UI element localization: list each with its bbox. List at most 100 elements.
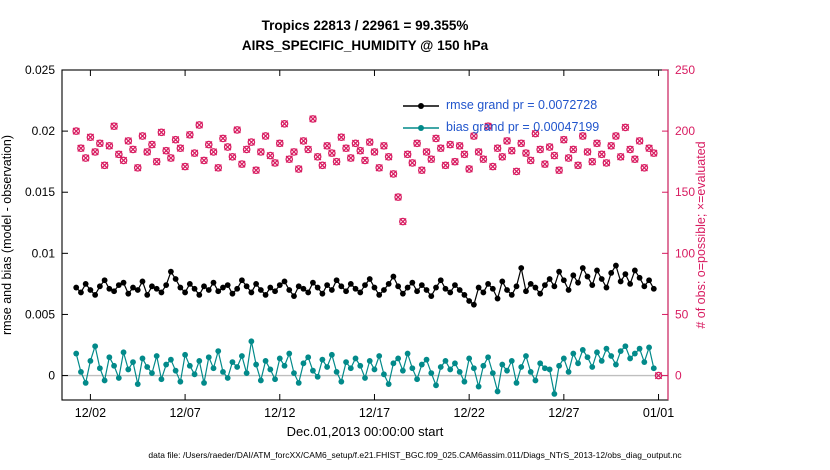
bias-marker (537, 360, 544, 367)
evaluated-obs-marker (403, 150, 412, 158)
rmse-marker (617, 278, 624, 285)
bias-marker (115, 375, 122, 381)
possible-obs-marker (261, 132, 270, 140)
rmse-marker (314, 284, 321, 291)
bias-series (73, 338, 657, 397)
possible-obs-marker (233, 126, 241, 134)
evaluated-obs-marker (522, 149, 530, 157)
bias-marker (120, 349, 127, 356)
bias-marker (546, 366, 553, 373)
bias-marker (485, 354, 491, 361)
bias-marker (347, 365, 354, 372)
bias-marker (333, 368, 340, 375)
evaluated-obs-marker (167, 154, 175, 162)
evaluated-obs-marker (385, 153, 393, 161)
bias-marker (134, 381, 141, 388)
evaluated-obs-marker (536, 145, 544, 154)
rmse-marker (191, 285, 198, 292)
possible-obs-marker (100, 161, 109, 170)
possible-obs-marker (654, 371, 663, 380)
evaluated-obs-marker (593, 139, 601, 147)
bias-marker (106, 354, 113, 361)
legend: rmse grand pr = 0.0072728 bias grand pr … (402, 94, 599, 138)
rmse-marker (381, 287, 387, 293)
rmse-marker (205, 287, 212, 293)
evaluated-obs-marker (228, 153, 237, 161)
rmse-marker (584, 273, 591, 280)
rmse-marker (385, 280, 392, 287)
evaluated-obs-marker (157, 128, 166, 136)
bias-marker (272, 376, 278, 383)
bias-marker (186, 362, 193, 369)
possible-obs-marker (541, 160, 549, 168)
rmse-marker (167, 268, 174, 275)
rmse-marker (267, 284, 274, 291)
evaluated-obs-marker (602, 159, 611, 167)
rmse-marker (134, 287, 141, 293)
possible-obs-marker (645, 144, 653, 153)
rmse-marker (272, 288, 278, 295)
bias-marker (305, 354, 312, 361)
possible-obs-marker (560, 135, 568, 144)
rmse-marker (253, 280, 260, 287)
rmse-marker (96, 283, 103, 290)
bias-marker (291, 370, 297, 377)
evaluated-obs-marker (124, 137, 132, 145)
rmse-marker (101, 277, 108, 284)
rmse-marker (111, 288, 117, 295)
possible-obs-marker (204, 140, 213, 149)
rmse-marker (224, 282, 231, 289)
bias-marker (575, 360, 581, 367)
possible-obs-marker (408, 159, 417, 167)
rmse-marker (456, 287, 463, 293)
rmse-marker (575, 279, 581, 286)
possible-obs-marker (294, 165, 303, 173)
bias-marker (466, 355, 473, 362)
evaluated-obs-marker (635, 137, 644, 145)
evaluated-obs-marker (366, 138, 374, 146)
bias-marker (215, 348, 222, 355)
possible-obs-marker (616, 152, 625, 161)
right-tick-labels: 0 50 100 150 200 250 (675, 63, 695, 383)
possible-obs-marker (413, 139, 421, 148)
rmse-marker (371, 284, 378, 291)
evaluated-obs-marker (446, 140, 454, 149)
rmse-marker (201, 283, 207, 290)
right-tick-label: 200 (675, 124, 695, 138)
possible-obs-marker (157, 128, 166, 137)
bias-marker (191, 371, 198, 378)
possible-obs-marker (602, 159, 611, 167)
rmse-marker (532, 284, 539, 291)
possible-obs-marker (597, 150, 606, 159)
x-tick-labels: 12/02 12/07 12/12 12/17 12/22 12/27 01/01 (75, 406, 674, 420)
evaluated-obs-marker (143, 148, 151, 156)
evaluated-obs-marker (640, 164, 648, 172)
evaluated-obs-marker (257, 148, 265, 156)
bias-marker (82, 379, 89, 386)
bias-marker (371, 366, 378, 373)
evaluated-obs-marker (176, 144, 185, 152)
legend-swatch-rmse (402, 99, 440, 111)
evaluated-obs-marker (91, 148, 99, 156)
possible-obs-marker (612, 132, 620, 140)
evaluated-obs-marker (323, 142, 331, 150)
possible-obs-marker (588, 157, 597, 166)
rmse-marker (513, 283, 520, 290)
possible-obs-marker (493, 144, 502, 153)
possible-obs-marker (545, 143, 554, 151)
rmse-marker (333, 277, 340, 284)
page-subtitle: AIRS_SPECIFIC_HUMIDITY @ 150 hPa (241, 38, 489, 53)
rmse-marker (163, 282, 170, 289)
bias-marker (437, 364, 444, 370)
bias-marker (243, 370, 250, 377)
left-tick-label: 0.015 (25, 185, 55, 199)
rmse-marker (210, 279, 217, 286)
possible-obs-marker (124, 137, 133, 145)
rmse-marker (641, 283, 648, 290)
rmse-marker (395, 283, 402, 290)
evaluated-obs-marker (105, 142, 113, 150)
bias-marker (172, 367, 179, 374)
possible-obs-marker (512, 167, 521, 176)
possible-obs-marker (238, 160, 246, 168)
